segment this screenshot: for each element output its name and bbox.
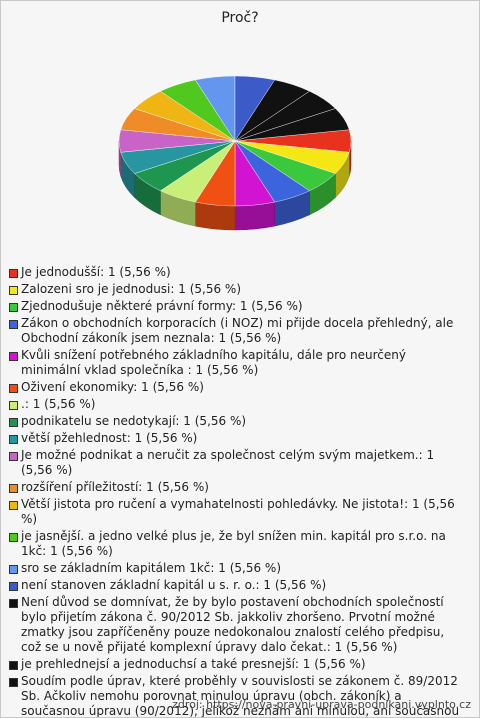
legend-label: Je jednodušší: (21, 265, 105, 279)
legend-item: podnikatelu se nedotykají: 1 (5,56 %) (9, 414, 467, 429)
legend-swatch (9, 286, 18, 295)
legend-value: 1 (5,56 %) (218, 331, 282, 345)
legend-item: Oživení ekonomiky: 1 (5,56 %) (9, 380, 467, 395)
legend-item: je prehlednejsí a jednoduchsí a také pre… (9, 657, 467, 672)
legend-value: 1 (5,56 %) (146, 480, 209, 494)
legend-swatch (9, 320, 18, 329)
legend-swatch (9, 582, 18, 591)
legend-value: 1 (5,56 %) (239, 299, 303, 313)
legend-label: je prehlednejsí a jednoduchsí a také pre… (21, 657, 299, 671)
legend-item: Zjednodušuje některé právní formy: 1 (5,… (9, 299, 467, 314)
legend-value: 1 (5,56 %) (32, 397, 96, 411)
legend-value: 1 (5,56 %) (21, 448, 435, 477)
slice (234, 108, 350, 142)
legend-value: 1 (5,56 %) (50, 544, 113, 558)
slice-side (195, 201, 236, 231)
legend-value: 1 (5,56 %) (263, 578, 327, 592)
legend-label: rozšíření příležitostí: (21, 480, 143, 494)
legend-swatch (9, 501, 18, 510)
legend-swatch (9, 452, 18, 461)
legend-item: Není důvod se domnívat, že by bylo posta… (9, 595, 467, 655)
legend-item: není stanoven základní kapitál u s. r. o… (9, 578, 467, 593)
legend-item: Je jednodušší: 1 (5,56 %) (9, 265, 467, 280)
chart-title: Proč? (221, 10, 259, 26)
legend-value: 1 (5,56 %) (334, 640, 398, 654)
legend-swatch (9, 269, 18, 278)
legend-label: sro se základním kapitálem 1kč: (21, 561, 215, 575)
legend-item: Soudím podle úprav, které proběhly v sou… (9, 674, 467, 718)
legend-swatch (9, 303, 18, 312)
legend-value: 1 (5,56 %) (134, 431, 198, 445)
legend-item: je jasnější. a jedno velké plus je, že b… (9, 529, 467, 559)
legend-swatch (9, 352, 18, 361)
legend-value: 1 (5,56 %) (21, 497, 455, 526)
legend-value: 1 (5,56 %) (195, 363, 259, 377)
legend-swatch (9, 661, 18, 670)
source: zdroj: https://nova-pravni-uprava-podnik… (172, 698, 471, 711)
legend-item: Kvůli snížení potřebného základního kapi… (9, 348, 467, 378)
legend-swatch (9, 599, 18, 608)
legend-value: 1 (5,56 %) (183, 414, 247, 428)
legend-label: podnikatelu se nedotykají: (21, 414, 180, 428)
legend-label: není stanoven základní kapitál u s. r. o… (21, 578, 260, 592)
legend-label: Je možné podnikat a neručit za společnos… (21, 448, 423, 462)
legend-value: 1 (5,56 %) (107, 265, 171, 279)
legend-item: sro se základním kapitálem 1kč: 1 (5,56 … (9, 561, 467, 576)
legend-swatch (9, 678, 18, 687)
legend-value: 1 (5,56 %) (178, 282, 242, 296)
legend-item: rozšíření příležitostí: 1 (5,56 %) (9, 480, 467, 495)
legend-swatch (9, 401, 18, 410)
pie-chart (118, 75, 352, 231)
legend-label: je jasnější. a jedno velké plus je, že b… (21, 529, 446, 558)
legend: Je jednodušší: 1 (5,56 %) Zalozeni sro je… (9, 265, 467, 718)
legend-label: Kvůli snížení potřebného základního kapi… (21, 348, 406, 377)
legend-value: 1 (5,56 %) (141, 380, 204, 394)
legend-item: Zákon o obchodních korporacích (i NOZ) m… (9, 316, 467, 346)
legend-value: 1 (5,56 %) (218, 561, 282, 575)
legend-swatch (9, 418, 18, 427)
legend-swatch (9, 565, 18, 574)
legend-swatch (9, 384, 18, 393)
legend-label: větší pžehlednost: (21, 431, 131, 445)
legend-item: Větší jistota pro ručení a vymahatelnost… (9, 497, 467, 527)
pie-sides (118, 140, 352, 231)
legend-swatch (9, 435, 18, 444)
legend-value: 1 (5,56 %) (302, 657, 366, 671)
legend-item: Zalozeni sro je jednodusi: 1 (5,56 %) (9, 282, 467, 297)
legend-label: Zalozeni sro je jednodusi: (21, 282, 175, 296)
pie-tops (118, 75, 352, 207)
legend-swatch (9, 533, 18, 542)
legend-label: .: (21, 397, 29, 411)
legend-item: .: 1 (5,56 %) (9, 397, 467, 412)
legend-item: Je možné podnikat a neručit za společnos… (9, 448, 467, 478)
legend-swatch (9, 484, 18, 493)
legend-label: Oživení ekonomiky: (21, 380, 138, 394)
legend-label: Zjednodušuje některé právní formy: (21, 299, 237, 313)
legend-item: větší pžehlednost: 1 (5,56 %) (9, 431, 467, 446)
legend-label: Není důvod se domnívat, že by bylo posta… (21, 595, 445, 654)
legend-label: Soudím podle úprav, které proběhly v sou… (21, 674, 460, 718)
legend-label: Větší jistota pro ručení a vymahatelnost… (21, 497, 409, 511)
legend-label: Zákon o obchodních korporacích (i NOZ) m… (21, 316, 454, 345)
slice-side (234, 201, 275, 231)
